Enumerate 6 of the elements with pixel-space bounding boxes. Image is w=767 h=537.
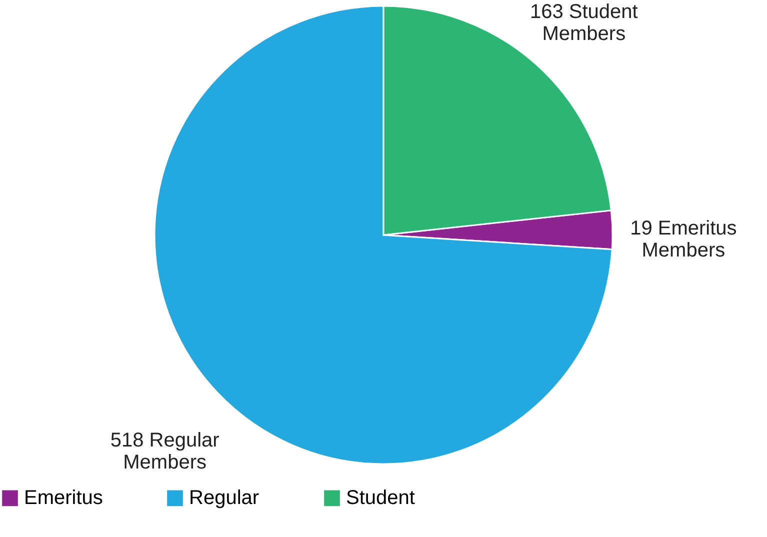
data-label: 19 Emeritus Members <box>630 217 737 262</box>
legend-label: Emeritus <box>24 487 103 510</box>
data-label: 518 Regular Members <box>110 429 220 474</box>
legend-label: Student <box>346 487 416 510</box>
legend-label: Regular <box>189 487 260 510</box>
data-label: 163 Student Members <box>530 0 638 45</box>
